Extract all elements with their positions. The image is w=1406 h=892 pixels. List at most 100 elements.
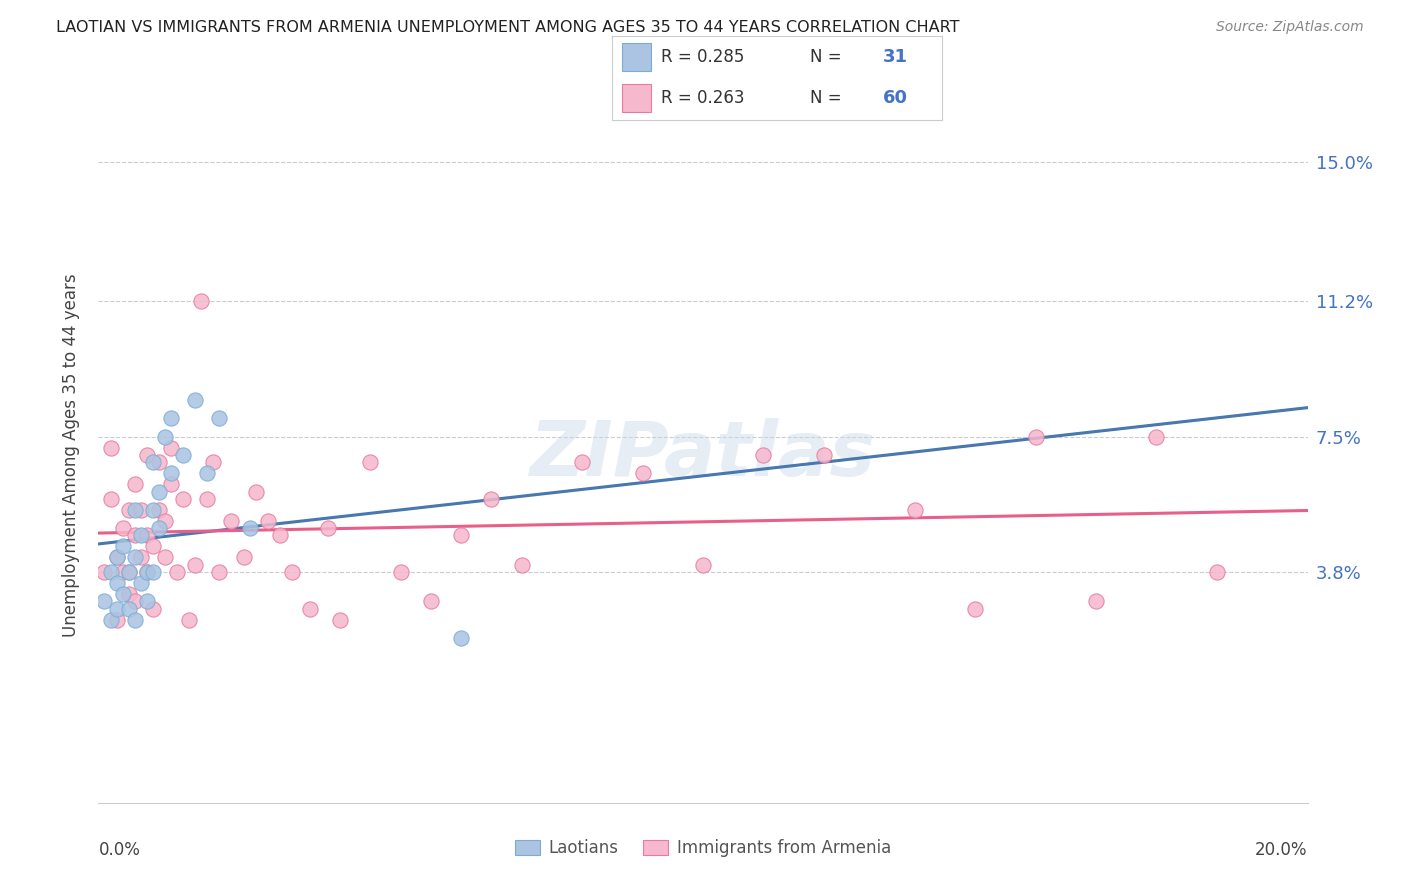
- Point: [256, 514, 278, 528]
- Point: [329, 613, 352, 627]
- Point: [93, 594, 115, 608]
- Point: [172, 491, 194, 506]
- Point: [142, 455, 165, 469]
- FancyBboxPatch shape: [621, 84, 651, 112]
- Point: [631, 467, 654, 481]
- Point: [129, 550, 152, 565]
- Point: [1144, 429, 1167, 443]
- Point: [105, 576, 128, 591]
- Point: [202, 455, 225, 469]
- Point: [118, 565, 141, 579]
- Point: [148, 455, 170, 469]
- Point: [184, 392, 207, 407]
- Point: [208, 565, 231, 579]
- Point: [172, 448, 194, 462]
- Point: [179, 613, 201, 627]
- Point: [135, 594, 157, 608]
- Point: [142, 601, 165, 615]
- Point: [100, 565, 122, 579]
- Point: [1024, 429, 1046, 443]
- Legend: Laotians, Immigrants from Armenia: Laotians, Immigrants from Armenia: [509, 833, 897, 864]
- Point: [105, 550, 128, 565]
- Point: [129, 576, 152, 591]
- Point: [692, 558, 714, 572]
- Point: [142, 503, 165, 517]
- Point: [245, 484, 267, 499]
- Point: [221, 514, 243, 528]
- Point: [160, 441, 183, 455]
- Point: [195, 467, 218, 481]
- Point: [129, 503, 152, 517]
- Point: [100, 441, 122, 455]
- Point: [124, 528, 146, 542]
- Point: [105, 601, 128, 615]
- Text: Source: ZipAtlas.com: Source: ZipAtlas.com: [1216, 20, 1364, 34]
- Point: [100, 491, 122, 506]
- Point: [148, 521, 170, 535]
- Text: R = 0.285: R = 0.285: [661, 48, 745, 66]
- Point: [450, 631, 472, 645]
- Point: [360, 455, 382, 469]
- Text: 20.0%: 20.0%: [1256, 841, 1308, 859]
- Point: [389, 565, 412, 579]
- Point: [160, 467, 183, 481]
- Point: [124, 613, 146, 627]
- Point: [118, 601, 141, 615]
- Point: [135, 565, 157, 579]
- Text: 31: 31: [883, 48, 907, 66]
- Point: [299, 601, 322, 615]
- Point: [124, 594, 146, 608]
- Text: 60: 60: [883, 88, 907, 106]
- Point: [153, 429, 176, 443]
- Point: [135, 528, 157, 542]
- Text: 0.0%: 0.0%: [98, 841, 141, 859]
- Point: [100, 613, 122, 627]
- Y-axis label: Unemployment Among Ages 35 to 44 years: Unemployment Among Ages 35 to 44 years: [62, 273, 80, 637]
- Point: [160, 411, 183, 425]
- Point: [135, 565, 157, 579]
- Point: [813, 448, 835, 462]
- Point: [118, 503, 141, 517]
- Point: [571, 455, 593, 469]
- Point: [153, 514, 176, 528]
- Point: [752, 448, 775, 462]
- Point: [450, 528, 472, 542]
- Point: [111, 540, 134, 554]
- Point: [129, 528, 152, 542]
- Point: [118, 565, 141, 579]
- Point: [184, 558, 207, 572]
- Point: [124, 503, 146, 517]
- Point: [195, 491, 218, 506]
- Point: [269, 528, 291, 542]
- Point: [142, 565, 165, 579]
- Point: [239, 521, 262, 535]
- Text: LAOTIAN VS IMMIGRANTS FROM ARMENIA UNEMPLOYMENT AMONG AGES 35 TO 44 YEARS CORREL: LAOTIAN VS IMMIGRANTS FROM ARMENIA UNEMP…: [56, 20, 960, 35]
- Point: [190, 294, 212, 309]
- Text: R = 0.263: R = 0.263: [661, 88, 745, 106]
- Point: [148, 503, 170, 517]
- Point: [105, 550, 128, 565]
- Point: [148, 484, 170, 499]
- Point: [420, 594, 443, 608]
- Point: [965, 601, 987, 615]
- Point: [232, 550, 254, 565]
- Point: [111, 565, 134, 579]
- Point: [124, 477, 146, 491]
- Point: [153, 550, 176, 565]
- Point: [208, 411, 231, 425]
- Point: [1206, 565, 1229, 579]
- Text: ZIPatlas: ZIPatlas: [530, 418, 876, 491]
- Point: [142, 540, 165, 554]
- Point: [904, 503, 927, 517]
- Point: [93, 565, 115, 579]
- Text: N =: N =: [810, 48, 841, 66]
- Text: N =: N =: [810, 88, 841, 106]
- Point: [1085, 594, 1108, 608]
- Point: [281, 565, 304, 579]
- Point: [118, 587, 141, 601]
- Point: [105, 613, 128, 627]
- Point: [316, 521, 339, 535]
- Point: [135, 448, 157, 462]
- Point: [124, 550, 146, 565]
- FancyBboxPatch shape: [621, 44, 651, 71]
